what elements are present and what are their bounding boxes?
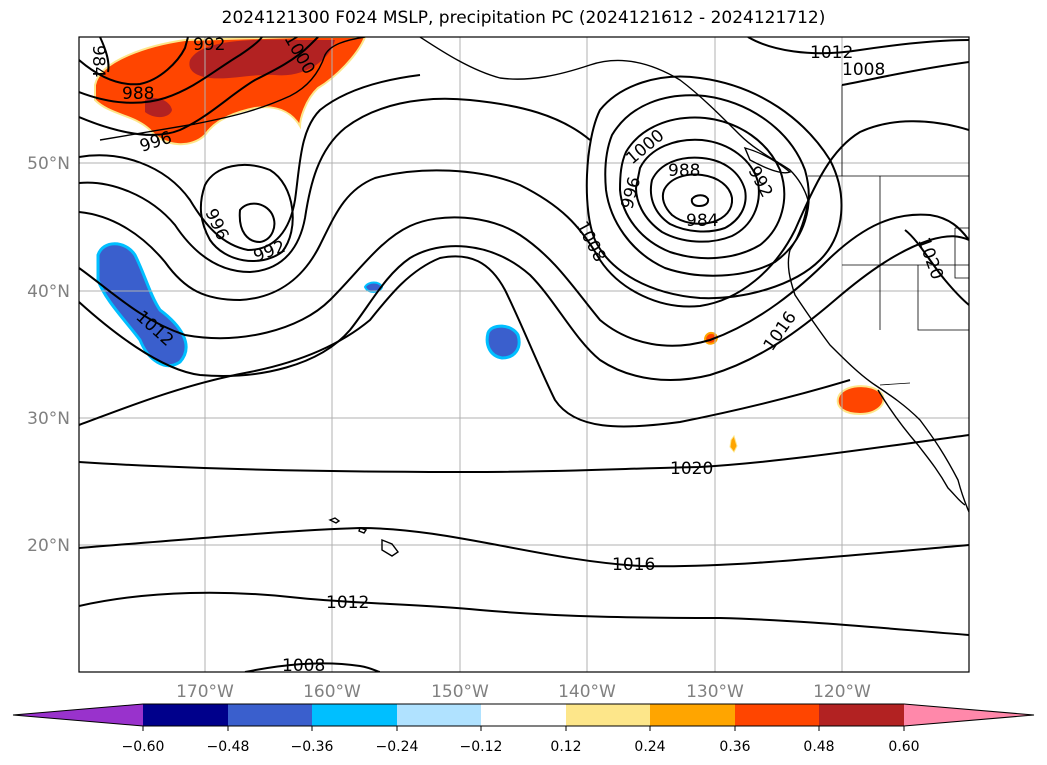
colorbar-segment bbox=[650, 704, 735, 726]
isobar-996-low bbox=[199, 164, 294, 263]
coastlines bbox=[99, 37, 969, 557]
colorbar-extend-low bbox=[13, 704, 143, 726]
colorbar-tick-label: 0.24 bbox=[634, 739, 665, 755]
lat-label: 50°N bbox=[27, 154, 70, 174]
colorbar-tick-label: 0.36 bbox=[719, 739, 750, 755]
lon-label: 150°W bbox=[431, 682, 489, 702]
isobar-984-pacific bbox=[690, 194, 710, 208]
colorbar-extend-high bbox=[904, 704, 1034, 726]
contour-label: 992 bbox=[193, 35, 225, 55]
contour-label: 1012 bbox=[326, 593, 369, 613]
colorbar-segment bbox=[397, 704, 481, 726]
isobar-992-pacific bbox=[650, 156, 747, 233]
contour-label: 984 bbox=[686, 211, 718, 231]
colorbar-tick-label: 0.48 bbox=[803, 739, 834, 755]
contour-label: 992 bbox=[744, 163, 777, 201]
colorbar-segment bbox=[819, 704, 904, 726]
contour-label: 988 bbox=[668, 161, 700, 181]
lon-label: 130°W bbox=[686, 682, 744, 702]
latitude-labels: 50°N 40°N 30°N 20°N bbox=[27, 154, 70, 556]
precip-strong-positive-area bbox=[189, 39, 335, 79]
baja-coast bbox=[877, 389, 966, 506]
precip-weak-positive-area bbox=[729, 434, 738, 453]
isobar-1016-west bbox=[79, 235, 969, 381]
north-america-west-coast bbox=[787, 199, 969, 513]
alaska-coast bbox=[99, 37, 366, 141]
isobar-1004-pacific bbox=[604, 94, 810, 277]
colorbar-segment bbox=[481, 704, 566, 726]
longitude-labels: 170°W 160°W 150°W 140°W 130°W 120°W bbox=[176, 682, 871, 702]
contour-label: 1008 bbox=[572, 218, 610, 266]
lon-label: 170°W bbox=[176, 682, 234, 702]
country-borders bbox=[808, 85, 969, 386]
isobar-1012-west bbox=[79, 213, 969, 347]
lon-label: 120°W bbox=[813, 682, 871, 702]
isobar-1008-south bbox=[244, 662, 381, 672]
colorbar-tick-label: −0.24 bbox=[376, 739, 419, 755]
contour-label: 1008 bbox=[282, 656, 325, 676]
colorbar-segment bbox=[228, 704, 312, 726]
contour-label: 988 bbox=[122, 84, 154, 104]
colorbar-ticks bbox=[142, 726, 905, 731]
contour-label: 996 bbox=[618, 175, 646, 212]
precip-negative-area bbox=[96, 242, 188, 368]
isobar-988-aleutian bbox=[79, 37, 189, 86]
lon-label: 160°W bbox=[303, 682, 361, 702]
precip-anomaly-shading bbox=[94, 37, 885, 453]
isobar-988-pacific bbox=[661, 173, 734, 225]
lat-label: 30°N bbox=[27, 409, 70, 429]
map-title: 2024121300 F024 MSLP, precipitation PC (… bbox=[221, 8, 826, 28]
colorbar-segment bbox=[312, 704, 397, 726]
graticule bbox=[79, 37, 969, 672]
isobar-1012-south bbox=[79, 591, 969, 636]
isobar-1000-west bbox=[79, 74, 421, 252]
isobar-1008-pacific bbox=[585, 75, 843, 300]
contour-label: 1016 bbox=[612, 555, 655, 575]
colorbar-segment bbox=[735, 704, 819, 726]
contour-label: 1020 bbox=[670, 459, 713, 479]
isobar-1012-north-america bbox=[747, 37, 969, 55]
precip-positive-area bbox=[836, 385, 885, 416]
colorbar-segment bbox=[566, 704, 650, 726]
colorbar-tick-label: 0.12 bbox=[550, 739, 581, 755]
isobar-1016-south bbox=[79, 526, 969, 568]
contour-label: 1008 bbox=[842, 60, 885, 80]
isobar-1004-west bbox=[79, 97, 591, 274]
contour-label: 984 bbox=[88, 45, 108, 77]
isobar-996-aleutian bbox=[79, 37, 319, 136]
colorbar-tick-label: −0.60 bbox=[122, 739, 165, 755]
colorbar: −0.60 −0.48 −0.36 −0.24 −0.12 0.12 0.24 … bbox=[12, 703, 1035, 755]
isobar-1020-north bbox=[79, 434, 969, 474]
colorbar-tick-label: −0.36 bbox=[291, 739, 334, 755]
colorbar-tick-label: −0.12 bbox=[460, 739, 503, 755]
isobar-1000-pacific bbox=[618, 116, 786, 260]
isobar-1020-south bbox=[79, 255, 851, 428]
precip-negative-area bbox=[485, 324, 521, 360]
colorbar-tick-label: −0.48 bbox=[207, 739, 250, 755]
isobar-labels: 984 992 1000 988 996 996 992 1012 1008 1… bbox=[88, 35, 947, 676]
vancouver-island bbox=[743, 146, 792, 174]
lat-label: 40°N bbox=[27, 282, 70, 302]
isobar-992-aleutian bbox=[79, 37, 263, 104]
lat-label: 20°N bbox=[27, 536, 70, 556]
precip-strong-positive-area bbox=[145, 98, 172, 118]
isobar-1020-rockies bbox=[904, 229, 969, 306]
map-frame bbox=[78, 36, 970, 673]
isobar-1008-north-america bbox=[841, 61, 969, 86]
isobars bbox=[79, 37, 969, 672]
alaska-panhandle-coast bbox=[419, 37, 809, 201]
isobar-984-aleutian bbox=[99, 37, 110, 73]
colorbar-segment bbox=[143, 704, 228, 726]
lon-label: 140°W bbox=[558, 682, 616, 702]
hawaii-islands bbox=[328, 517, 400, 557]
isobar-996-pacific bbox=[634, 138, 760, 243]
isobar-992-low bbox=[238, 202, 276, 244]
colorbar-tick-label: 0.60 bbox=[888, 739, 919, 755]
isobar-1008-west bbox=[79, 120, 969, 308]
contour-label: 1012 bbox=[810, 43, 853, 63]
